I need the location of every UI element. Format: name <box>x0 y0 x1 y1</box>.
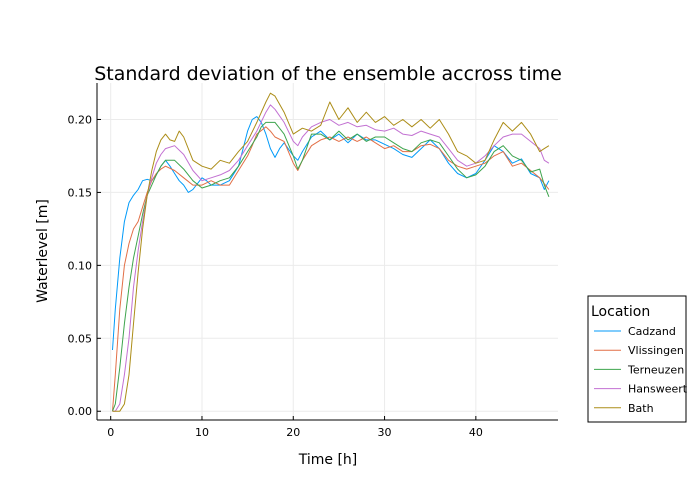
y-axis-label: Waterlevel [m] <box>35 199 51 303</box>
series-line-hansweert <box>112 104 550 412</box>
legend: Location Cadzand Vlissingen Terneuzen Hansw… <box>587 295 688 423</box>
legend-label-cadzand: Cadzand <box>628 325 676 338</box>
series-line-bath <box>112 92 550 412</box>
legend-box <box>587 295 687 423</box>
legend-items: Cadzand Vlissingen Terneuzen Hansweert Bath <box>594 325 688 415</box>
x-axis-label: Time [h] <box>298 452 358 468</box>
legend-label-terneuzen: Terneuzen <box>627 363 684 376</box>
y-tick-label: 0.20 <box>68 113 93 126</box>
y-tick-label: 0.15 <box>68 186 93 199</box>
x-tick-label: 30 <box>378 426 392 439</box>
series-lines <box>112 92 550 412</box>
legend-label-hansweert: Hansweert <box>628 383 688 396</box>
chart-title: Standard deviation of the ensemble accro… <box>94 63 562 85</box>
y-ticks: 0.00 0.05 0.10 0.15 0.20 <box>68 113 101 418</box>
series-line-cadzand <box>112 116 550 351</box>
grid <box>97 83 558 420</box>
legend-label-bath: Bath <box>628 402 654 415</box>
y-tick-label: 0.00 <box>68 405 93 418</box>
y-tick-label: 0.05 <box>68 332 93 345</box>
legend-title: Location <box>591 304 650 320</box>
y-tick-label: 0.10 <box>68 259 93 272</box>
series-line-vlissingen <box>112 126 550 412</box>
legend-label-vlissingen: Vlissingen <box>628 344 684 357</box>
axes <box>96 83 558 421</box>
series-line-terneuzen <box>112 121 550 412</box>
x-tick-label: 0 <box>107 426 114 439</box>
x-tick-label: 10 <box>195 426 209 439</box>
x-tick-label: 20 <box>286 426 300 439</box>
x-tick-label: 40 <box>469 426 483 439</box>
x-ticks: 0 10 20 30 40 <box>107 416 483 439</box>
